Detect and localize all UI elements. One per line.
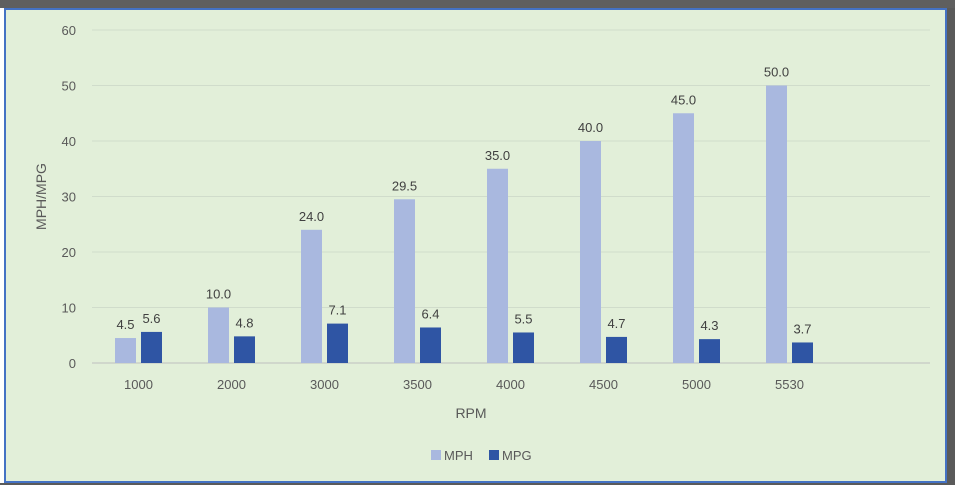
data-label-mph: 35.0 [485, 148, 510, 163]
data-label-mph: 10.0 [206, 287, 231, 302]
bar-mpg-5000[interactable] [699, 339, 720, 363]
data-label-mph: 4.5 [116, 317, 134, 332]
legend-swatch-mph [431, 450, 441, 460]
x-axis-ticks: 1000 2000 3000 3500 4000 4500 5000 5530 [124, 377, 804, 392]
bar-mph-2000[interactable] [208, 307, 229, 364]
data-labels: 4.5 5.6 10.0 4.8 24.0 7.1 29.5 6.4 35.0 5.5 40.0 4.… [116, 65, 811, 337]
data-label-mpg: 4.8 [235, 315, 253, 330]
gridlines [92, 29, 930, 364]
y-tick-label: 40 [62, 134, 76, 149]
data-label-mph: 40.0 [578, 120, 603, 135]
y-tick-label: 50 [62, 79, 76, 94]
bar-mpg-4000[interactable] [513, 332, 534, 363]
bar-mph-5000[interactable] [673, 113, 694, 363]
y-tick-label: 30 [62, 190, 76, 205]
bar-mpg-1000[interactable] [141, 331, 162, 363]
y-axis-title: MPH/MPG [33, 163, 49, 230]
data-label-mpg: 4.3 [700, 318, 718, 333]
data-label-mph: 24.0 [299, 209, 324, 224]
x-axis-title: RPM [455, 405, 486, 421]
data-label-mpg: 7.1 [328, 303, 346, 318]
bar-mph-3500[interactable] [394, 199, 415, 363]
y-tick-label: 10 [62, 301, 76, 316]
x-tick-label: 3500 [403, 377, 432, 392]
bar-mpg-4500[interactable] [606, 336, 627, 363]
bar-mph-4000[interactable] [487, 168, 508, 363]
data-label-mph: 29.5 [392, 178, 417, 193]
data-label-mpg: 6.4 [421, 306, 439, 321]
window-top-bar [0, 0, 955, 8]
x-tick-label: 5000 [682, 377, 711, 392]
y-tick-label: 0 [69, 356, 76, 371]
legend-label-mph: MPH [444, 448, 473, 463]
data-label-mph: 50.0 [764, 65, 789, 80]
bar-mpg-2000[interactable] [234, 336, 255, 363]
x-tick-label: 2000 [217, 377, 246, 392]
spreadsheet-edge [0, 8, 4, 483]
y-axis-ticks: 0 10 20 30 40 50 60 [62, 23, 76, 371]
y-tick-label: 20 [62, 245, 76, 260]
bar-mpg-3000[interactable] [327, 323, 348, 363]
data-label-mph: 45.0 [671, 92, 696, 107]
data-label-mpg: 5.6 [142, 311, 160, 326]
bar-mph-1000[interactable] [115, 338, 136, 363]
bar-mpg-5530[interactable] [792, 342, 813, 363]
chart-area[interactable]: 0 10 20 30 40 50 60 4.5 5.6 10.0 4.8 24.0 7.1 29.5 6.… [4, 8, 947, 483]
legend-swatch-mpg [489, 450, 499, 460]
data-label-mpg: 4.7 [607, 316, 625, 331]
x-tick-label: 4000 [496, 377, 525, 392]
legend[interactable]: MPH MPG [431, 448, 532, 463]
legend-label-mpg: MPG [502, 448, 532, 463]
x-tick-label: 3000 [310, 377, 339, 392]
data-label-mpg: 5.5 [514, 311, 532, 326]
bars [115, 85, 813, 364]
bar-chart: 0 10 20 30 40 50 60 4.5 5.6 10.0 4.8 24.0 7.1 29.5 6.… [33, 23, 930, 463]
data-label-mpg: 3.7 [793, 321, 811, 336]
bar-mph-4500[interactable] [580, 141, 601, 363]
x-tick-label: 5530 [775, 377, 804, 392]
bar-mph-5530[interactable] [766, 85, 787, 364]
bar-mpg-3500[interactable] [420, 327, 441, 363]
x-tick-label: 1000 [124, 377, 153, 392]
y-tick-label: 60 [62, 23, 76, 38]
x-tick-label: 4500 [589, 377, 618, 392]
bar-mph-3000[interactable] [301, 229, 322, 363]
